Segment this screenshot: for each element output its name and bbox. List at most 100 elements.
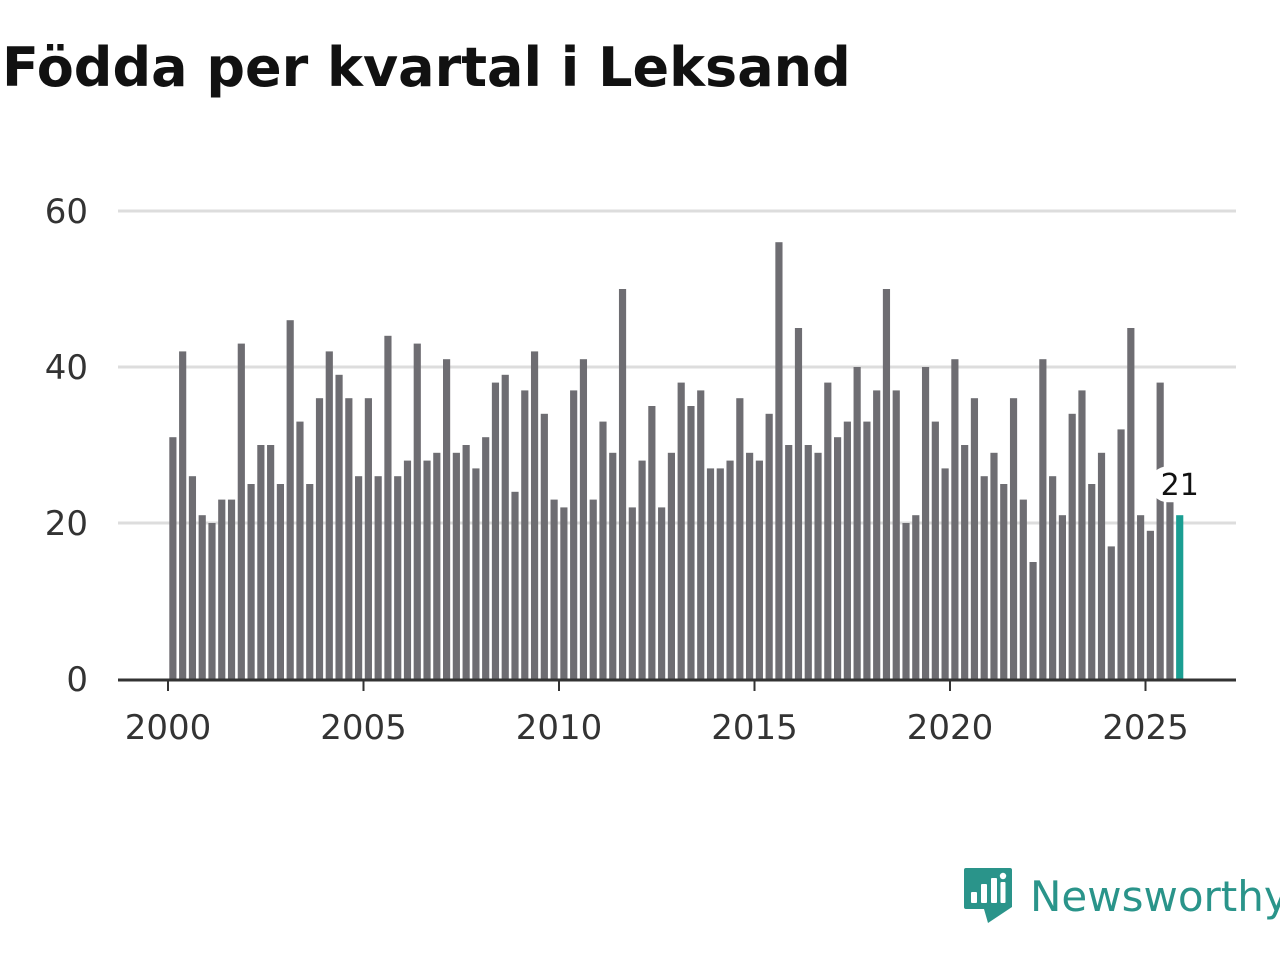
annotation-label: 21 bbox=[1161, 468, 1199, 503]
x-tick-label: 2025 bbox=[1102, 708, 1189, 748]
y-axis-ticks: 0 20 40 60 bbox=[45, 192, 88, 700]
bar bbox=[306, 484, 314, 679]
bar bbox=[970, 398, 979, 679]
bar bbox=[1019, 499, 1027, 679]
bar bbox=[618, 289, 627, 679]
bar bbox=[1097, 452, 1106, 679]
y-tick-label: 0 bbox=[66, 660, 88, 700]
bar bbox=[296, 421, 304, 679]
bar bbox=[325, 351, 333, 679]
bar bbox=[1127, 328, 1135, 679]
bar bbox=[1156, 382, 1164, 679]
bar bbox=[530, 351, 539, 679]
bar bbox=[355, 476, 363, 679]
bar bbox=[980, 476, 988, 679]
bar-highlighted bbox=[1176, 515, 1184, 679]
x-tick-label: 2005 bbox=[320, 708, 407, 748]
bar bbox=[462, 445, 470, 679]
bar bbox=[364, 398, 372, 679]
bar bbox=[853, 367, 861, 679]
bar bbox=[276, 484, 284, 679]
bar bbox=[755, 460, 763, 679]
bar bbox=[726, 460, 734, 679]
bar bbox=[814, 452, 822, 679]
bar bbox=[931, 421, 939, 679]
bar bbox=[961, 445, 969, 679]
bar bbox=[443, 359, 451, 679]
bar bbox=[902, 523, 910, 679]
x-tick-label: 2010 bbox=[516, 708, 603, 748]
x-tick-label: 2000 bbox=[125, 708, 212, 748]
bar bbox=[482, 437, 490, 679]
bar bbox=[765, 413, 773, 679]
bar bbox=[560, 507, 568, 679]
bar bbox=[951, 359, 959, 679]
bar bbox=[169, 437, 177, 679]
bar bbox=[1137, 515, 1145, 679]
bar bbox=[237, 343, 245, 679]
bar bbox=[843, 421, 851, 679]
bar bbox=[218, 499, 226, 679]
bar bbox=[882, 289, 891, 679]
bar bbox=[736, 398, 744, 679]
bar bbox=[511, 491, 519, 679]
bar bbox=[1009, 398, 1018, 679]
bar bbox=[579, 359, 588, 679]
bar bbox=[1068, 413, 1076, 679]
bar bbox=[179, 351, 187, 679]
bar bbox=[716, 468, 724, 679]
bar bbox=[873, 390, 881, 679]
bar bbox=[941, 468, 949, 679]
bar bbox=[990, 452, 998, 679]
x-tick-label: 2020 bbox=[907, 708, 994, 748]
bar bbox=[345, 398, 353, 679]
bar bbox=[706, 468, 715, 679]
x-tick-label: 2015 bbox=[711, 708, 798, 748]
bar bbox=[550, 499, 558, 679]
bar bbox=[746, 452, 754, 679]
bar bbox=[599, 421, 607, 679]
bar bbox=[648, 406, 656, 679]
bar bbox=[697, 390, 705, 679]
bar bbox=[423, 460, 431, 679]
brand-name: Newsworthy bbox=[1030, 871, 1280, 921]
bar bbox=[1039, 359, 1047, 679]
bar bbox=[521, 390, 529, 679]
bar bbox=[198, 515, 206, 679]
bar bbox=[912, 515, 920, 679]
bar bbox=[247, 484, 255, 679]
bar bbox=[863, 421, 871, 679]
bar bbox=[501, 374, 509, 679]
bar bbox=[540, 413, 548, 679]
bar bbox=[491, 382, 500, 679]
bar bbox=[1146, 530, 1154, 679]
bar bbox=[188, 476, 197, 679]
bar bbox=[824, 382, 832, 679]
bar bbox=[804, 445, 812, 679]
bar bbox=[1000, 484, 1008, 679]
bar bbox=[628, 507, 636, 679]
bar bbox=[403, 460, 412, 679]
bar bbox=[286, 320, 294, 679]
bar bbox=[570, 390, 578, 679]
newsworthy-logo-icon bbox=[964, 868, 1012, 923]
bar bbox=[609, 452, 617, 679]
bar bbox=[257, 445, 265, 679]
bar bbox=[1117, 429, 1125, 679]
bar bbox=[1029, 562, 1037, 679]
last-value-annotation: 21 bbox=[1149, 466, 1204, 503]
bar bbox=[658, 507, 666, 679]
bars bbox=[169, 242, 1184, 679]
bar bbox=[794, 328, 803, 679]
bar bbox=[892, 390, 900, 679]
bar bbox=[1078, 390, 1086, 679]
bar bbox=[208, 523, 216, 679]
bar bbox=[452, 452, 460, 679]
y-tick-label: 20 bbox=[45, 504, 88, 544]
bar bbox=[667, 452, 675, 679]
y-tick-label: 60 bbox=[45, 192, 88, 232]
bar bbox=[472, 468, 480, 679]
bar bbox=[394, 476, 402, 679]
y-tick-label: 40 bbox=[45, 348, 88, 388]
